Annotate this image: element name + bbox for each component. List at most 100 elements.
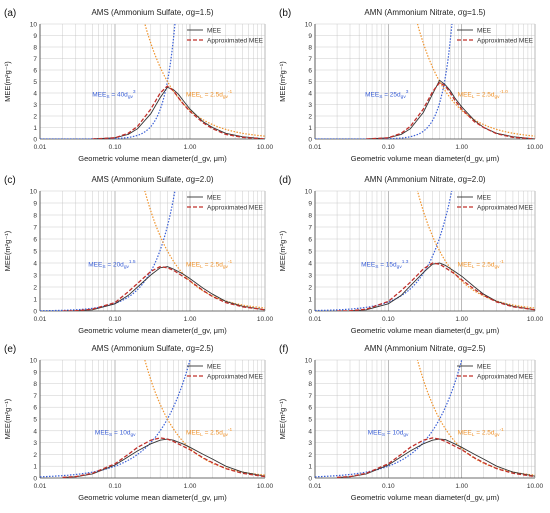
small-particle-formula: MEES = 15dgv1.3 [361, 259, 409, 270]
mee-line [337, 262, 535, 311]
y-tick-label: 9 [308, 33, 312, 40]
y-tick-label: 10 [305, 189, 313, 196]
y-tick-label: 5 [308, 417, 312, 424]
x-tick-label: 0.10 [109, 316, 122, 323]
y-tick-label: 9 [33, 369, 37, 376]
large-particle-formula: MEEL = 2.5dgv-1 [186, 427, 233, 438]
y-tick-label: 3 [33, 102, 37, 109]
y-tick-label: 10 [30, 358, 38, 365]
y-tick-label: 1 [33, 125, 37, 132]
y-tick-label: 1 [308, 297, 312, 304]
x-tick-label: 0.01 [34, 483, 47, 490]
y-tick-label: 0 [308, 309, 312, 316]
x-tick-label: 0.10 [382, 483, 395, 490]
y-tick-label: 5 [33, 249, 37, 256]
x-tick-label: 0.10 [109, 144, 122, 151]
chart-panel: (d) AMN (Ammonium Nitrate, σg=2.0) 0 1 2 3 4 5 6… [278, 175, 544, 335]
y-tick-label: 1 [308, 125, 312, 132]
legend-label-approx: Approximated MEE [207, 205, 264, 212]
x-tick-label: 0.01 [34, 144, 47, 151]
x-tick-label: 1.00 [184, 483, 197, 490]
legend-label-mee: MEE [477, 195, 492, 202]
chart-title: AMS (Ammonium Sulfate, σg=2.5) [91, 344, 213, 353]
large-particle-guide [416, 24, 535, 137]
y-tick-label: 4 [33, 91, 37, 98]
legend-label-approx: Approximated MEE [477, 374, 534, 381]
y-axis-label: MEE(m²g⁻¹) [278, 398, 287, 439]
x-tick-label: 10.00 [527, 483, 544, 490]
panel-label: (f) [279, 344, 288, 355]
legend-label-mee: MEE [477, 364, 492, 371]
approx-mee-line [337, 262, 535, 311]
chart-title: AMN (Ammonium Nitrate, σg=2.0) [364, 175, 486, 184]
chart-title: AMS (Ammonium Sulfate, σg=2.0) [91, 175, 213, 184]
large-particle-formula: MEEL = 2.5dgv-1.0 [458, 89, 509, 100]
x-tick-label: 1.00 [455, 144, 468, 151]
x-tick-label: 10.00 [257, 483, 274, 490]
panel-label: (e) [4, 344, 16, 355]
y-tick-label: 2 [308, 114, 312, 121]
x-tick-label: 1.00 [184, 316, 197, 323]
y-tick-label: 7 [308, 393, 312, 400]
y-tick-label: 8 [33, 45, 37, 52]
y-tick-label: 10 [30, 22, 38, 29]
y-tick-label: 4 [33, 428, 37, 435]
mee-line [366, 79, 535, 139]
y-tick-label: 3 [308, 102, 312, 109]
legend-label-approx: Approximated MEE [207, 38, 264, 45]
y-axis-label: MEE(m²g⁻¹) [278, 61, 287, 102]
chart-panel: (a) AMS (Ammonium Sulfate, σg=1.5) 0 1 2 3 4 5 6… [3, 8, 274, 163]
y-tick-label: 9 [308, 369, 312, 376]
small-particle-formula: MEES = 10dgv [368, 429, 409, 438]
x-tick-label: 0.01 [309, 483, 322, 490]
large-particle-guide [144, 24, 265, 137]
panel-label: (c) [4, 175, 16, 186]
x-axis-label: Geometric volume mean diameter(d_gv, μm) [78, 326, 227, 335]
chart-title: AMN (Ammonium Nitrate, σg=1.5) [364, 8, 486, 17]
y-tick-label: 5 [308, 79, 312, 86]
approx-mee-line [366, 81, 535, 139]
chart-panel: (b) AMN (Ammonium Nitrate, σg=1.5) 0 1 2 3 4 5 6… [278, 8, 544, 163]
y-tick-label: 4 [308, 261, 312, 268]
chart-title: AMN (Ammonium Nitrate, σg=2.5) [364, 344, 486, 353]
y-tick-label: 3 [33, 440, 37, 447]
legend-label-approx: Approximated MEE [477, 38, 534, 45]
y-tick-label: 0 [33, 137, 37, 144]
y-tick-label: 4 [308, 91, 312, 98]
legend-label-mee: MEE [207, 364, 222, 371]
x-tick-label: 0.01 [309, 144, 322, 151]
approx-mee-line [62, 265, 265, 311]
y-tick-label: 3 [33, 273, 37, 280]
y-tick-label: 6 [33, 237, 37, 244]
y-tick-label: 1 [33, 297, 37, 304]
panel-label: (a) [4, 8, 16, 19]
y-axis-label: MEE(m²g⁻¹) [3, 230, 12, 271]
small-particle-guide [315, 360, 463, 478]
chart-panel: (c) AMS (Ammonium Sulfate, σg=2.0) 0 1 2 3 4 5 6… [3, 175, 274, 335]
chart-panel: (f) AMN (Ammonium Nitrate, σg=2.5) 0 1 2 3 4 5 6… [278, 344, 544, 502]
y-tick-label: 5 [33, 79, 37, 86]
x-tick-label: 0.01 [309, 316, 322, 323]
y-tick-label: 5 [308, 249, 312, 256]
y-tick-label: 8 [308, 213, 312, 220]
x-tick-label: 0.10 [382, 316, 395, 323]
y-axis-label: MEE(m²g⁻¹) [3, 61, 12, 102]
y-tick-label: 6 [308, 237, 312, 244]
approx-mee-line [62, 437, 265, 478]
y-tick-label: 7 [33, 225, 37, 232]
y-tick-label: 9 [33, 33, 37, 40]
small-particle-guide [40, 360, 191, 478]
legend-label-mee: MEE [207, 195, 222, 202]
x-tick-label: 1.00 [184, 144, 197, 151]
y-tick-label: 8 [308, 381, 312, 388]
legend-label-mee: MEE [477, 28, 492, 35]
y-tick-label: 7 [33, 56, 37, 63]
x-tick-label: 0.10 [382, 144, 395, 151]
y-tick-label: 2 [33, 285, 37, 292]
y-tick-label: 2 [33, 114, 37, 121]
x-axis-label: Geometric volume mean diameter(d_gv, μm) [78, 493, 227, 502]
y-tick-label: 7 [308, 56, 312, 63]
small-particle-formula: MEES = 40dgv3 [92, 89, 136, 100]
y-tick-label: 8 [33, 381, 37, 388]
